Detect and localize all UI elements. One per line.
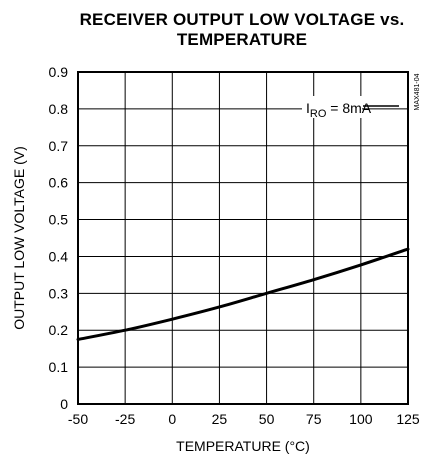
y-tick-label: 0.1 bbox=[49, 359, 69, 375]
series-layer bbox=[76, 247, 410, 341]
chart-title: RECEIVER OUTPUT LOW VOLTAGE vs. TEMPERAT… bbox=[60, 10, 424, 50]
y-tick-labels: 0 0.1 0.2 0.3 0.4 0.5 0.6 0.7 0.8 0.9 bbox=[49, 64, 69, 412]
annotation-label: IRO = 8mA bbox=[306, 100, 372, 120]
y-tick-label: 0.4 bbox=[49, 248, 69, 264]
y-tick-label: 0 bbox=[60, 396, 68, 412]
chart-title-line1: RECEIVER OUTPUT LOW VOLTAGE vs. bbox=[79, 10, 405, 29]
y-tick-label: 0.5 bbox=[49, 212, 69, 228]
y-tick-label: 0.6 bbox=[49, 175, 69, 191]
x-tick-label: 50 bbox=[259, 411, 275, 427]
x-tick-label: 75 bbox=[306, 411, 322, 427]
y-tick-label: 0.7 bbox=[49, 138, 69, 154]
y-tick-label: 0.2 bbox=[49, 322, 69, 338]
chart-title-line2: TEMPERATURE bbox=[176, 30, 308, 49]
y-tick-label: 0.3 bbox=[49, 285, 69, 301]
annotation-subscript: RO bbox=[310, 108, 327, 120]
x-tick-labels: -50 -25 0 25 50 75 100 125 bbox=[68, 411, 420, 427]
plot-frame bbox=[77, 71, 409, 405]
annotation-prefix: I bbox=[306, 100, 310, 116]
x-tick-label: 0 bbox=[168, 411, 176, 427]
y-tick-label: 0.9 bbox=[49, 64, 69, 80]
annotation-background bbox=[302, 96, 362, 118]
series-line-0 bbox=[76, 247, 410, 341]
x-tick-label: -25 bbox=[115, 411, 135, 427]
x-tick-label: -50 bbox=[68, 411, 88, 427]
figure-code: MAX481-04 bbox=[414, 73, 421, 110]
x-tick-label: 100 bbox=[349, 411, 373, 427]
grid bbox=[77, 71, 409, 405]
y-axis-label: OUTPUT LOW VOLTAGE (V) bbox=[11, 146, 27, 330]
x-tick-label: 25 bbox=[212, 411, 228, 427]
x-tick-label: 125 bbox=[396, 411, 420, 427]
y-tick-label: 0.8 bbox=[49, 101, 69, 117]
x-axis-label: TEMPERATURE (°C) bbox=[176, 438, 310, 454]
annotation-suffix: = 8mA bbox=[326, 100, 371, 116]
